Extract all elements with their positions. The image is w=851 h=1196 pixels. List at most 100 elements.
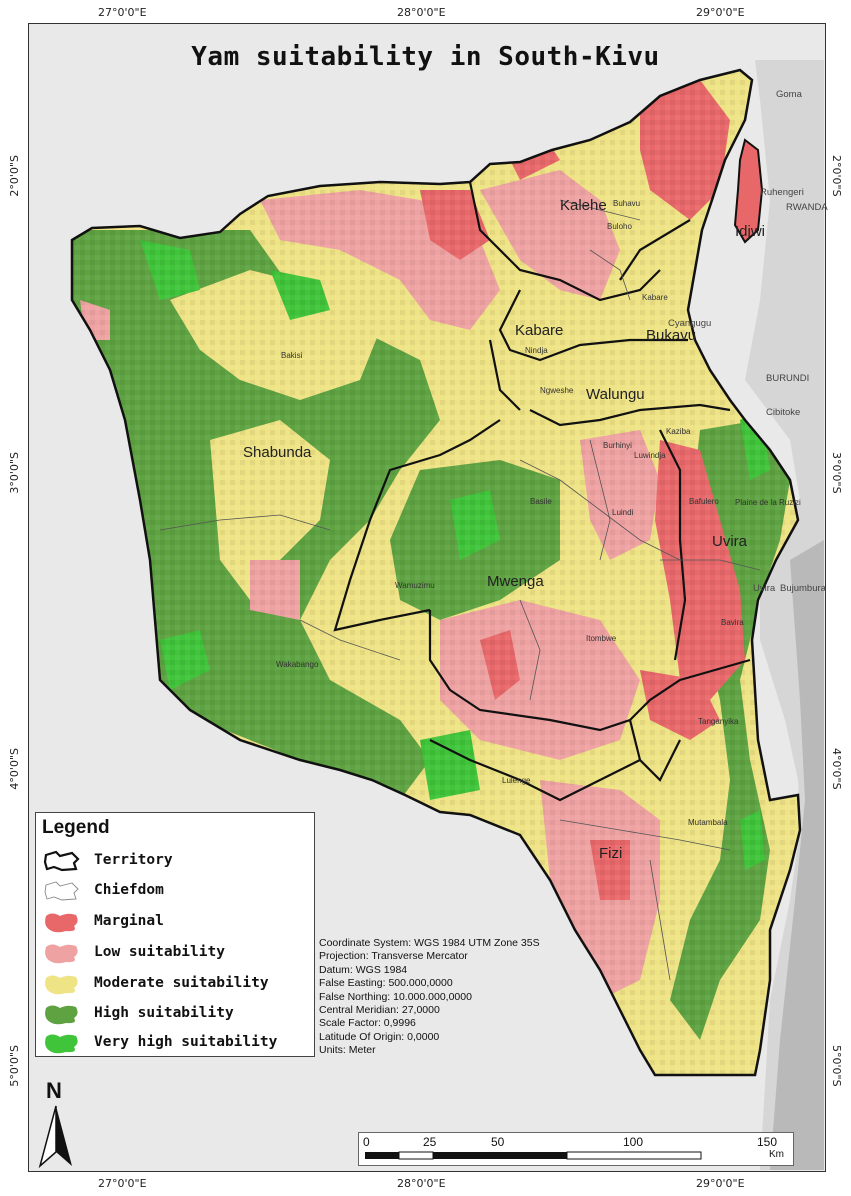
chiefdom-outline-icon — [44, 881, 79, 901]
graticule-left-2: 2°0'0"S — [8, 155, 21, 197]
label-kalehe: Kalehe — [560, 197, 607, 214]
graticule-top-29: 29°0'0"E — [696, 6, 745, 19]
scale-tick-0: 0 — [363, 1135, 370, 1149]
label-bafulero: Bafulero — [689, 497, 719, 506]
label-bavira: Bavira — [721, 618, 744, 627]
label-cyangugu: Cyangugu — [668, 318, 712, 329]
label-basile: Basile — [530, 497, 552, 506]
projection-line: Coordinate System: WGS 1984 UTM Zone 35S — [319, 937, 540, 949]
graticule-top-27: 27°0'0"E — [98, 6, 147, 19]
projection-line: False Easting: 500.000,0000 — [319, 977, 453, 990]
low-swatch-icon — [45, 944, 78, 964]
map-title: Yam suitability in South-Kivu — [191, 42, 660, 72]
graticule-left-4: 4°0'0"S — [8, 748, 21, 790]
north-arrow: N — [38, 1078, 74, 1168]
label-bujumbura: Bujumbura — [780, 583, 826, 594]
label-goma: Goma — [776, 89, 802, 100]
legend-label-chiefdom: Chiefdom — [94, 882, 164, 898]
label-bukavu: Bukavu — [646, 327, 697, 344]
north-label: N — [46, 1078, 62, 1103]
label-fizi: Fizi — [599, 845, 623, 862]
chiefdom-borders — [159, 199, 761, 981]
legend-label-high: High suitability — [94, 1005, 234, 1021]
label-buloho: Buloho — [607, 222, 632, 231]
graticule-left-5: 5°0'0"S — [8, 1045, 21, 1087]
graticule-right-3: 3°0'0"S — [830, 452, 843, 494]
label-bakisi: Bakisi — [281, 351, 303, 360]
projection-line: Units: Meter — [319, 1044, 376, 1057]
legend-label-marginal: Marginal — [94, 913, 164, 929]
label-wamuzimu: Wamuzimu — [395, 581, 435, 590]
graticule-right-4: 4°0'0"S — [830, 748, 843, 790]
label-burundi: BURUNDI — [766, 373, 810, 384]
idjwi-island — [733, 138, 764, 244]
territory-borders — [333, 181, 751, 802]
scale-tick-25: 25 — [423, 1135, 437, 1149]
territory-outline-icon — [43, 850, 80, 872]
label-kaziba: Kaziba — [666, 427, 691, 436]
legend-item-high: High suitability — [42, 1002, 314, 1028]
label-chiefdom-kabare: Kabare — [642, 293, 668, 302]
label-uvira-town: Uvira — [753, 583, 776, 594]
scale-unit: Km — [769, 1149, 784, 1160]
graticule-bottom-28: 28°0'0"E — [397, 1177, 446, 1190]
north-arrow-icon — [38, 1105, 72, 1168]
label-luindi: Luindi — [612, 508, 634, 517]
label-lulenge: Lulenge — [502, 776, 531, 785]
legend-item-marginal: Marginal — [42, 910, 314, 936]
graticule-top-28: 28°0'0"E — [397, 6, 446, 19]
label-ruhengeri: Ruhengeri — [760, 187, 804, 198]
legend-item-moderate: Moderate suitability — [42, 972, 314, 998]
legend-item-chiefdom: Chiefdom — [42, 879, 314, 905]
legend-item-territory: Territory — [42, 849, 314, 875]
very-high-swatch-icon — [45, 1034, 78, 1054]
graticule-right-2: 2°0'0"S — [830, 155, 843, 197]
label-nindja: Nindja — [525, 346, 548, 355]
label-tanganyika: Tanganyika — [698, 717, 739, 726]
label-mutambala: Mutambala — [688, 818, 728, 827]
label-idjwi: Idjwi — [735, 223, 766, 240]
scale-tick-100: 100 — [623, 1135, 644, 1149]
label-burhinyi: Burhinyi — [603, 441, 632, 450]
scale-bar: 0 25 50 100 150 Km — [358, 1132, 794, 1166]
label-plaine-de-la-ruzizi: Plaine de la Ruzizi — [735, 498, 801, 507]
graticule-bottom-29: 29°0'0"E — [696, 1177, 745, 1190]
label-itombwe: Itombwe — [586, 634, 617, 643]
label-uvira: Uvira — [712, 533, 748, 550]
projection-info: Coordinate System: WGS 1984 UTM Zone 35S… — [319, 937, 540, 1058]
label-luwindja: Luwindja — [634, 451, 666, 460]
projection-line: Latitude Of Origin: 0,0000 — [319, 1030, 440, 1043]
projection-line: Datum: WGS 1984 — [319, 963, 408, 976]
projection-line: False Northing: 10.000.000,0000 — [319, 990, 472, 1003]
legend-title: Legend — [42, 817, 110, 838]
marginal-swatch-icon — [45, 913, 78, 933]
legend-item-low: Low suitability — [42, 941, 314, 967]
label-wakabango: Wakabango — [276, 660, 319, 669]
label-rwanda: RWANDA — [786, 202, 828, 213]
legend-box: Legend Territory Chiefdom Marginal Low s… — [35, 812, 315, 1057]
projection-line: Central Meridian: 27,0000 — [319, 1004, 440, 1017]
label-buhavu: Buhavu — [613, 199, 641, 208]
graticule-right-5: 5°0'0"S — [830, 1045, 843, 1087]
legend-label-low: Low suitability — [94, 944, 225, 960]
legend-label-territory: Territory — [94, 852, 173, 868]
legend-item-very-high: Very high suitability — [42, 1031, 314, 1057]
label-cibitoke: Cibitoke — [766, 407, 801, 418]
label-walungu: Walungu — [586, 386, 645, 403]
high-swatch-icon — [45, 1005, 78, 1025]
scale-tick-150: 150 — [757, 1135, 778, 1149]
moderate-swatch-icon — [45, 975, 78, 995]
label-mwenga: Mwenga — [487, 573, 544, 590]
label-kabare: Kabare — [515, 322, 564, 339]
projection-line: Projection: Transverse Mercator — [319, 950, 468, 963]
scale-bar-segments — [365, 1151, 702, 1160]
legend-label-moderate: Moderate suitability — [94, 975, 269, 991]
province-outline — [70, 68, 802, 1077]
graticule-left-3: 3°0'0"S — [8, 452, 21, 494]
label-ngweshe: Ngweshe — [540, 386, 574, 395]
projection-line: Scale Factor: 0,9996 — [319, 1017, 416, 1030]
graticule-bottom-27: 27°0'0"E — [98, 1177, 147, 1190]
lake-tanganyika — [770, 540, 824, 1170]
legend-label-very-high: Very high suitability — [94, 1034, 278, 1050]
